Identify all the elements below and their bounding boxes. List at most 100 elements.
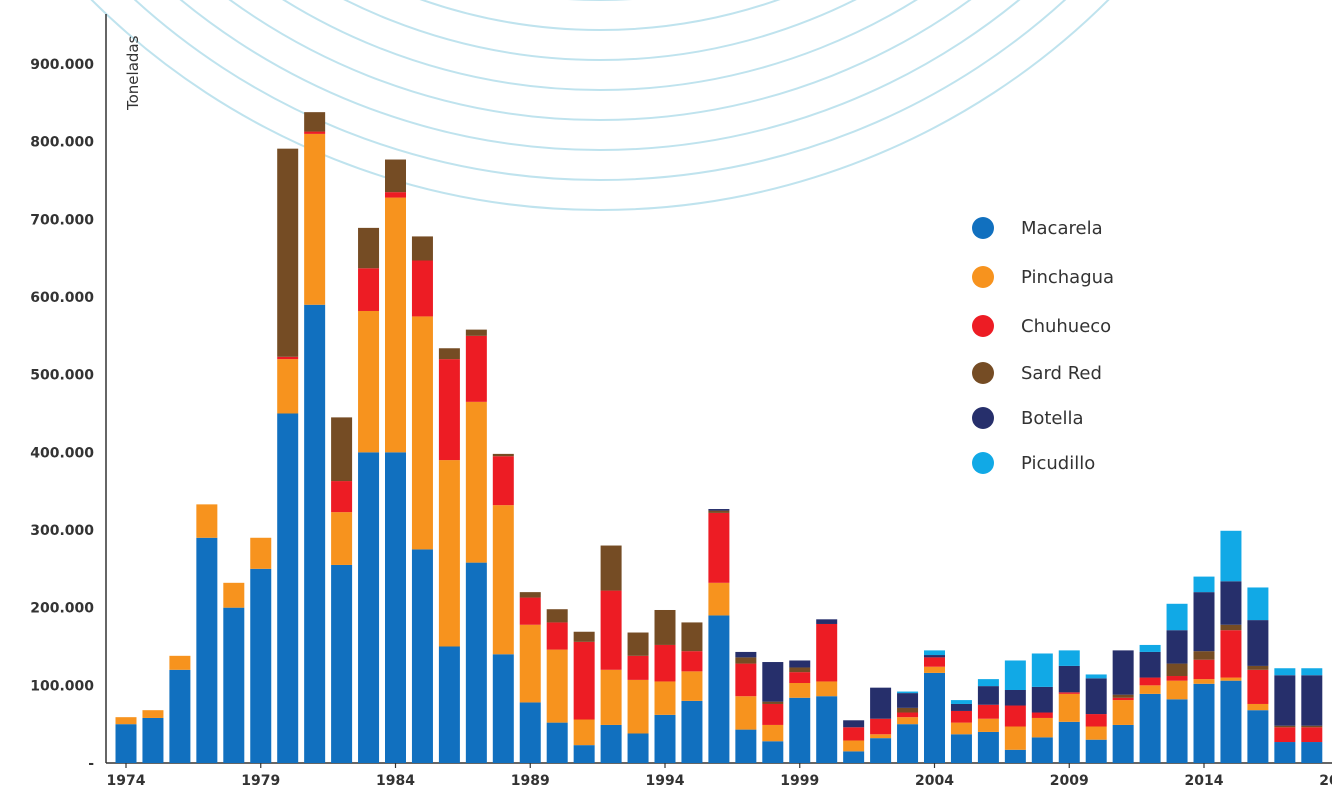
x-tick-labels: 1974 1979 1984 1989 1994 1999 2004 2009 2014 2019 (107, 763, 1332, 789)
bar-segment (950, 734, 972, 763)
bar-segment (411, 236, 433, 261)
bar-segment (1301, 675, 1323, 726)
bar-segment (358, 227, 380, 269)
bar-segment (277, 413, 299, 763)
bar-segment (492, 505, 514, 655)
bar-segment (304, 304, 326, 763)
bar-segment (277, 356, 299, 360)
bar-segment (411, 260, 433, 317)
bar-segment (438, 460, 460, 647)
bar-segment (573, 719, 595, 746)
bar-segment (1112, 700, 1134, 725)
bar-segment (1112, 724, 1134, 763)
bar-segment (654, 714, 676, 763)
bar-segment (1031, 737, 1053, 763)
bar-segment (1166, 630, 1188, 664)
bar-segment (1004, 726, 1026, 750)
bar-segment (1085, 674, 1107, 679)
bar-segment (627, 632, 649, 656)
bar-segment (546, 609, 568, 623)
bars (115, 112, 1323, 763)
bar-segment (1166, 699, 1188, 763)
legend-label: Sard Red (1021, 363, 1102, 384)
bar-segment (304, 133, 326, 305)
bar-segment (681, 671, 703, 701)
bar-segment (465, 562, 487, 763)
bar-segment (600, 669, 622, 725)
bar-segment (762, 724, 784, 742)
bar-segment (492, 456, 514, 506)
bar-segment (1247, 710, 1269, 763)
bar-segment (115, 717, 137, 725)
bar-segment (1004, 705, 1026, 727)
y-tick-label: 800.000 (30, 135, 94, 151)
bar-segment (438, 359, 460, 461)
bar-segment (196, 537, 218, 763)
bar-segment (708, 615, 730, 763)
bar-segment (600, 724, 622, 763)
legend-marker (972, 452, 994, 474)
bar-segment (789, 667, 811, 673)
bar-segment (1301, 668, 1323, 676)
bar-segment (1247, 669, 1269, 704)
x-tick-label: 2014 (1185, 773, 1224, 789)
x-tick-label: 1974 (107, 773, 146, 789)
bar-segment (438, 646, 460, 763)
bar-segment (546, 722, 568, 763)
y-tick-label: 400.000 (30, 445, 94, 461)
bar-segment (1139, 651, 1161, 678)
legend-marker (972, 362, 994, 384)
bar-segment (977, 718, 999, 732)
decorative-arc (134, 0, 1066, 181)
decorative-arc (343, 0, 857, 61)
bar-segment (708, 510, 730, 513)
bar-segment (924, 666, 945, 673)
bar-segment (1085, 678, 1107, 715)
bar-segment (708, 512, 730, 583)
y-tick-label: 700.000 (30, 212, 94, 228)
bar-segment (1301, 727, 1323, 743)
bar-segment (492, 453, 514, 457)
bar-segment (1058, 721, 1080, 763)
bar-segment (331, 417, 353, 482)
bar-segment (1031, 653, 1053, 687)
bar-segment (1031, 686, 1053, 713)
bar-segment (600, 545, 622, 591)
bar-segment (789, 660, 811, 668)
bar-segment (1112, 697, 1134, 701)
bar-segment (735, 696, 757, 730)
x-tick-label: 1979 (241, 773, 280, 789)
bar-segment (1193, 659, 1215, 680)
bar-segment (897, 712, 919, 718)
bar-segment (1193, 683, 1215, 763)
bar-segment (1166, 663, 1188, 677)
bar-segment (600, 590, 622, 670)
bar-segment (492, 654, 514, 763)
y-tick-label: 100.000 (30, 678, 94, 694)
bar-segment (950, 722, 972, 735)
bar-segment (762, 741, 784, 763)
bar-segment (816, 623, 838, 682)
decorative-arc (228, 0, 972, 121)
legend-marker (972, 407, 994, 429)
bar-segment (708, 582, 730, 616)
bar-segment (411, 316, 433, 550)
bar-segment (465, 335, 487, 402)
bar-segment (223, 607, 245, 763)
bar-segment (654, 644, 676, 682)
x-tick-label: 2019 (1319, 773, 1332, 789)
bar-segment (1085, 739, 1107, 763)
bar-segment (735, 651, 757, 658)
bar-segment (1220, 630, 1242, 678)
bar-segment (1193, 576, 1215, 593)
bar-segment (870, 718, 892, 735)
bar-segment (843, 727, 865, 741)
bar-segment (142, 710, 164, 718)
bar-segment (1301, 725, 1323, 728)
bar-segment (1274, 668, 1296, 676)
bar-segment (1139, 644, 1161, 652)
bar-segment (735, 663, 757, 697)
legend-label: Picudillo (1021, 453, 1095, 474)
bar-segment (385, 159, 406, 193)
